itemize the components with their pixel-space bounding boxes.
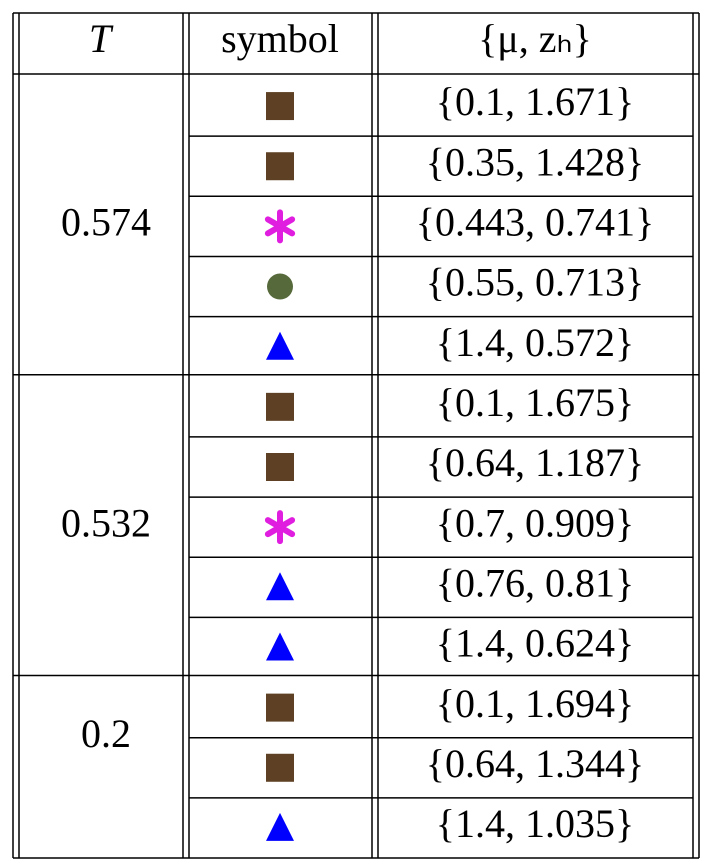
symbol (266, 693, 294, 722)
parameter-cell: {1.4, 0.624} (436, 621, 634, 666)
temperature-cell: 0.532 (61, 500, 151, 545)
temperature-cell: 0.574 (61, 200, 151, 245)
parameter-cell: {0.55, 0.713} (426, 260, 644, 305)
square-symbol (266, 753, 294, 782)
triangle-symbol (266, 572, 294, 601)
square-symbol (266, 92, 294, 121)
symbol (266, 453, 294, 481)
symbol (266, 753, 294, 782)
table-frame (12, 12, 700, 859)
parameter-cell: {0.76, 0.81} (436, 560, 634, 605)
symbol (267, 273, 293, 300)
parameter-cell: {0.1, 1.675} (436, 380, 634, 425)
symbol (264, 510, 296, 545)
header-cell: {μ, zₕ} (478, 16, 592, 61)
parameter-cell: {0.64, 1.344} (426, 741, 644, 786)
star-stroke (264, 517, 296, 538)
square-symbol (266, 693, 294, 722)
parameter-cell: {0.64, 1.187} (426, 440, 644, 485)
star-stroke (264, 216, 296, 237)
square-symbol (266, 453, 294, 481)
parameter-cell: {0.7, 0.909} (436, 500, 634, 545)
square-symbol (266, 152, 294, 181)
symbol (264, 209, 296, 244)
triangle-symbol (266, 632, 294, 661)
parameter-cell: {1.4, 1.035} (436, 801, 634, 846)
header-cell: T (89, 16, 114, 61)
symbol (266, 152, 294, 181)
symbol (266, 632, 294, 661)
parameter-cell: {1.4, 0.572} (436, 320, 634, 365)
symbol (266, 812, 294, 841)
parameter-cell: {0.35, 1.428} (426, 139, 644, 184)
square-symbol (266, 392, 294, 421)
triangle-symbol (266, 331, 294, 360)
parameter-cell: {0.1, 1.671} (436, 79, 634, 124)
triangle-symbol (266, 812, 294, 841)
temperature-cell: 0.2 (81, 711, 131, 756)
parameter-cell: {0.443, 0.741} (416, 200, 654, 245)
symbol (266, 392, 294, 421)
symbol (266, 331, 294, 360)
symbol (266, 92, 294, 121)
symbol (266, 572, 294, 601)
parameter-cell: {0.1, 1.694} (436, 681, 634, 726)
header-cell: symbol (221, 16, 339, 61)
circle-symbol (267, 273, 293, 300)
